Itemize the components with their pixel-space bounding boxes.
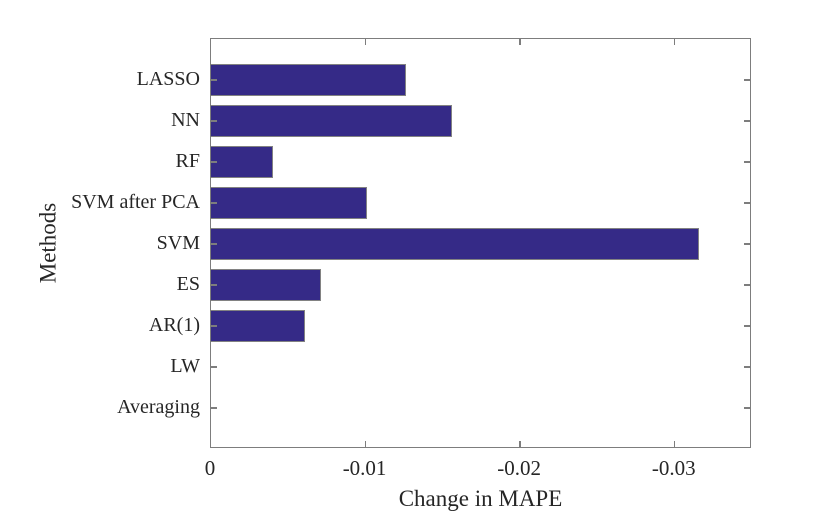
y-tick <box>744 120 750 122</box>
y-tick <box>744 366 750 368</box>
y-tick <box>744 79 750 81</box>
y-tick <box>211 161 217 163</box>
x-tick-label: -0.03 <box>651 456 696 480</box>
x-tick <box>519 39 521 45</box>
y-category-label: ES <box>176 273 200 295</box>
y-tick <box>211 120 217 122</box>
y-category-label: RF <box>175 150 200 172</box>
y-tick <box>211 284 217 286</box>
y-category-label: Averaging <box>117 396 200 418</box>
x-tick <box>673 39 676 45</box>
y-category-label: NN <box>171 109 200 131</box>
x-tick <box>364 39 367 45</box>
x-tick <box>364 441 367 447</box>
y-tick <box>211 366 217 368</box>
y-tick <box>211 407 217 409</box>
bar <box>211 269 321 301</box>
bar <box>211 187 368 219</box>
y-tick <box>744 161 750 163</box>
x-tick-label: -0.02 <box>497 456 542 480</box>
x-tick-label: 0 <box>204 456 216 480</box>
y-tick <box>744 284 750 286</box>
y-category-label: SVM after PCA <box>71 191 200 213</box>
y-tick <box>211 243 217 245</box>
y-tick <box>744 202 750 204</box>
y-tick <box>744 325 750 327</box>
y-tick <box>744 407 750 409</box>
bar <box>211 146 273 178</box>
bar <box>211 228 700 260</box>
y-tick <box>744 243 750 245</box>
bar <box>211 105 453 137</box>
x-axis-title: Change in MAPE <box>398 486 563 511</box>
y-category-label: SVM <box>156 232 200 254</box>
x-tick <box>673 441 676 447</box>
bar <box>211 310 306 342</box>
y-tick <box>211 79 217 81</box>
y-category-label: AR(1) <box>148 314 200 336</box>
plot-area <box>210 38 751 448</box>
y-category-label: LW <box>170 355 200 377</box>
x-tick-label: -0.01 <box>342 456 387 480</box>
y-category-label: LASSO <box>136 68 200 90</box>
y-tick <box>211 202 217 204</box>
y-tick <box>211 325 217 327</box>
x-tick <box>519 441 521 447</box>
bar <box>211 64 406 96</box>
